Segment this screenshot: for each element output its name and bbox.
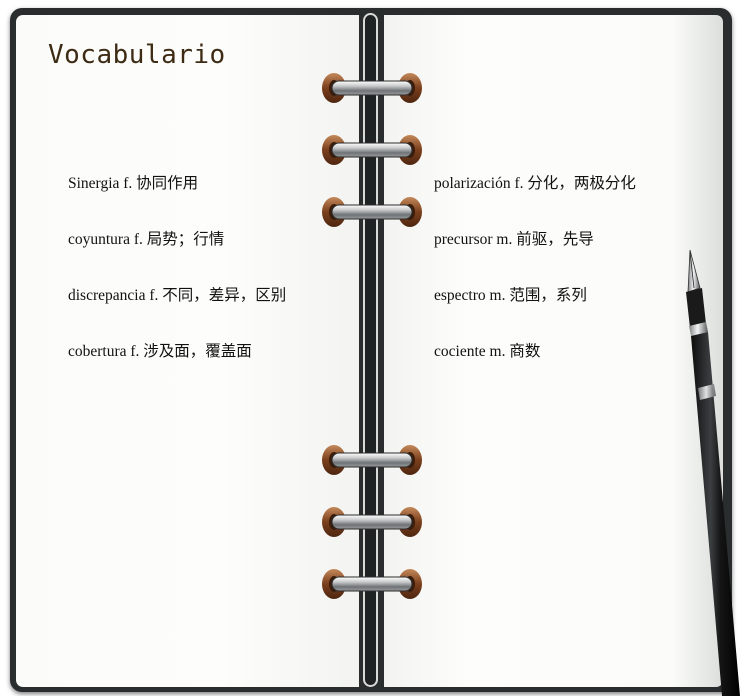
vocab-item-left-1: Sinergia f. 协同作用 [68,175,199,192]
binder-ring-icon [322,445,422,475]
vocab-item-right-3: espectro m. 范围，系列 [434,287,587,304]
vocab-item-right-2: precursor m. 前驱，先导 [434,231,594,248]
vocab-item-left-4: cobertura f. 涉及面，覆盖面 [68,343,252,360]
binder-ring-icon [322,507,422,537]
vocab-item-right-1: polarización f. 分化，两极分化 [434,175,636,192]
binder-ring-icon [322,73,422,103]
right-page [384,15,723,687]
page-title: Vocabulario [48,40,226,70]
vocab-item-left-2: coyuntura f. 局势；行情 [68,231,225,248]
left-page [16,15,359,687]
vocab-item-left-3: discrepancia f. 不同，差异，区别 [68,287,287,304]
notebook [10,8,732,692]
binder-ring-icon [322,135,422,165]
fountain-pen-icon [686,249,740,696]
vocab-item-right-4: cociente m. 商数 [434,343,541,360]
binder-ring-icon [322,569,422,599]
binder-ring-icon [322,197,422,227]
